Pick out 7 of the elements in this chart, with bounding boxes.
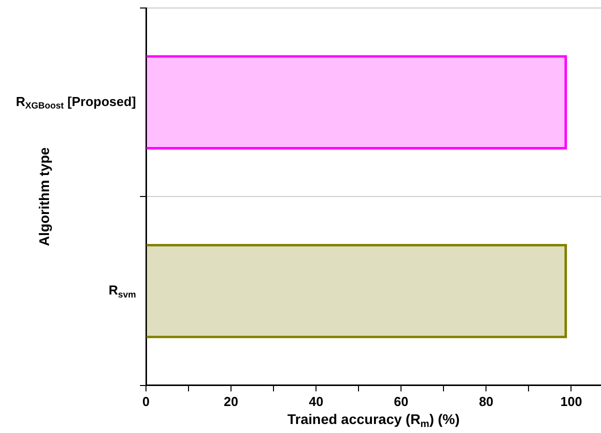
y-axis-title: Algorithm type [36, 147, 52, 246]
x-tick-label: 80 [478, 394, 494, 409]
x-tick-label: 100 [560, 394, 582, 409]
x-tick-label: 60 [394, 394, 408, 409]
x-tick-label: 0 [142, 394, 150, 409]
x-tick-label: 20 [224, 394, 238, 409]
x-tick-label: 40 [308, 394, 324, 409]
